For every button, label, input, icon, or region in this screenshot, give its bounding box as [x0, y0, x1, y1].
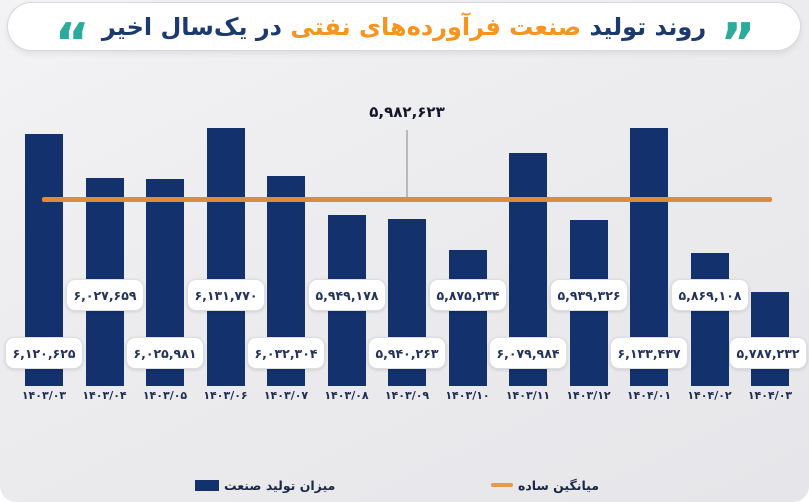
- value-callout: ۵,۸۷۵,۲۳۴: [429, 279, 507, 311]
- page-title: روند تولید صنعت فرآورده‌های نفتی در یک‌س…: [102, 15, 706, 39]
- legend-label-production: میزان تولید صنعت: [224, 477, 336, 493]
- average-line: [42, 197, 772, 202]
- value-callout: ۵,۹۴۹,۱۷۸: [308, 279, 386, 311]
- legend-item-production: میزان تولید صنعت: [195, 474, 335, 496]
- value-callout: ۶,۱۳۱,۷۷۰: [187, 279, 265, 311]
- bar-series-swatch-icon: [195, 479, 219, 491]
- x-axis-label: ۱۴۰۳/۰۵: [142, 389, 188, 402]
- x-axis-label: ۱۴۰۳/۰۳: [21, 389, 67, 402]
- legend-item-average: میانگین ساده: [491, 474, 599, 496]
- x-axis-label: ۱۴۰۳/۱۱: [505, 389, 551, 402]
- x-axis-label: ۱۴۰۴/۰۳: [747, 389, 793, 402]
- bar: [448, 250, 487, 386]
- x-axis-label: ۱۴۰۴/۰۱: [626, 389, 672, 402]
- x-axis-label: ۱۴۰۳/۰۷: [263, 389, 309, 402]
- value-callout: ۶,۰۷۹,۹۸۴: [489, 337, 567, 369]
- value-callout: ۶,۱۲۰,۶۲۵: [5, 337, 83, 369]
- annotation-connector-line: [406, 130, 408, 197]
- title-segment-2: صنعت فرآورده‌های نفتی: [290, 12, 582, 41]
- legend-label-average: میانگین ساده: [518, 477, 599, 493]
- x-axis-label: ۱۴۰۳/۰۸: [324, 389, 369, 402]
- x-axis-label: ۱۴۰۳/۱۰: [445, 389, 490, 402]
- value-callout: ۶,۰۳۲,۳۰۴: [247, 337, 325, 369]
- value-callout: ۵,۹۴۰,۲۶۳: [368, 337, 446, 369]
- average-line-swatch-icon: [491, 483, 513, 487]
- x-axis-label: ۱۴۰۳/۰۶: [203, 389, 248, 402]
- title-segment-3: در یک‌سال اخیر: [101, 12, 282, 41]
- value-callout: ۵,۷۸۷,۲۳۲: [729, 337, 807, 369]
- bar: [690, 253, 729, 386]
- value-callout: ۶,۰۲۵,۹۸۱: [126, 337, 204, 369]
- bar: [206, 128, 245, 386]
- average-value-annotation: ۵,۹۸۲,۶۲۳: [369, 103, 445, 121]
- x-axis-label: ۱۴۰۳/۰۴: [82, 389, 127, 402]
- x-axis-label: ۱۴۰۳/۰۹: [384, 389, 430, 402]
- value-callout: ۶,۱۳۳,۴۳۷: [610, 337, 688, 369]
- value-callout: ۵,۹۳۹,۳۲۶: [550, 279, 628, 311]
- x-axis-label: ۱۴۰۳/۱۲: [566, 389, 611, 402]
- x-axis-label: ۱۴۰۴/۰۲: [687, 389, 732, 402]
- title-segment-1: روند تولید: [589, 12, 707, 41]
- value-callout: ۵,۸۶۹,۱۰۸: [671, 279, 749, 311]
- value-callout: ۶,۰۲۷,۶۵۹: [66, 279, 144, 311]
